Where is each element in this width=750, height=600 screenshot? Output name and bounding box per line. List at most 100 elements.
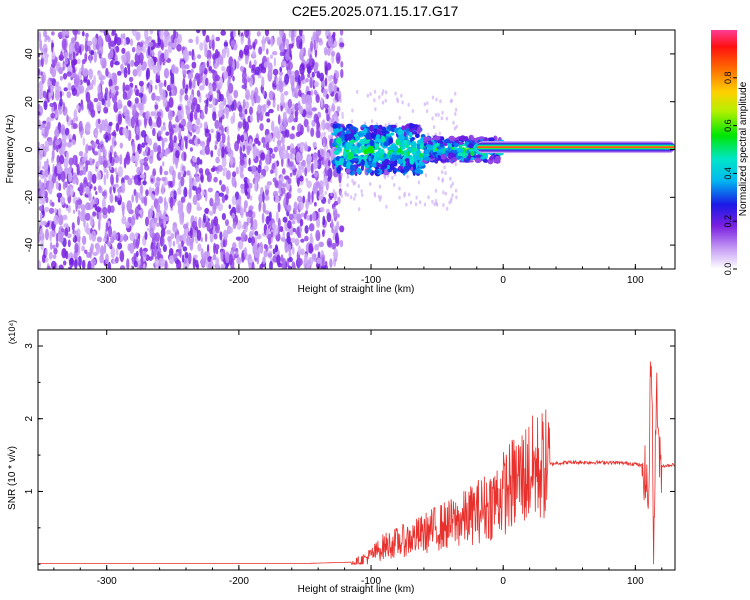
spectrogram-cell — [181, 165, 186, 172]
spectrogram-cell — [467, 143, 474, 148]
x-tick-label: -200 — [229, 576, 249, 587]
spectrogram-cell — [38, 111, 41, 116]
spectrogram-cell — [231, 195, 237, 206]
spectrogram-cell — [58, 214, 64, 226]
spectrogram-cell — [427, 132, 430, 137]
spectrogram-cell — [354, 193, 357, 197]
spectrogram-cell — [415, 155, 421, 161]
spectrogram-cell — [156, 210, 160, 221]
spectrogram-cell — [48, 251, 53, 260]
spectrogram-cell — [187, 72, 194, 80]
spectrogram-cell — [313, 160, 317, 170]
spectrogram-cell — [80, 103, 84, 111]
spectrogram-cell — [183, 151, 187, 162]
spectrogram-cell — [184, 64, 190, 70]
spectrogram-cell — [147, 36, 150, 42]
spectrogram-cell — [282, 230, 285, 240]
spectrogram-cell — [102, 237, 107, 242]
spectrogram-cell — [85, 160, 90, 166]
spectrogram-cell — [384, 98, 387, 103]
spectrogram-cell — [188, 38, 194, 44]
spectrogram-cell — [235, 60, 240, 70]
spectrogram-cell — [45, 196, 49, 204]
spectrogram-cell — [169, 112, 174, 118]
colorbar: 0.0 0.2 0.4 0.6 0.8 Normalized spectral ampl… — [711, 30, 749, 275]
spectrogram-cell — [72, 117, 76, 125]
spectrogram-cell — [138, 46, 144, 52]
spectrogram-cell — [85, 144, 89, 154]
spectrogram-cell — [279, 42, 285, 53]
spectrogram-cell — [391, 175, 394, 180]
spectrogram-cell — [264, 153, 270, 165]
spectrogram-cell — [97, 118, 101, 125]
y-tick-label: -20 — [24, 190, 35, 205]
spectrogram-cell — [291, 219, 296, 225]
spectrogram-cell — [276, 130, 281, 141]
spectrogram-cell — [203, 213, 206, 224]
spectrogram-cell — [304, 167, 308, 177]
spectrogram-cell — [161, 146, 165, 158]
spectrogram-cell — [159, 30, 164, 40]
spectrogram-cell — [83, 176, 88, 188]
spectrogram-cell — [210, 150, 214, 158]
spectrogram-cell — [350, 119, 354, 124]
spectrogram-cell — [424, 173, 428, 178]
spectrogram-cell — [336, 166, 342, 174]
spectrogram-cell — [205, 129, 210, 134]
spectrogram-cell — [391, 154, 397, 162]
spectrogram-cell — [193, 138, 198, 145]
spectrogram-cell — [219, 93, 224, 102]
spectrogram-cell — [104, 108, 108, 114]
spectrogram-cell — [220, 56, 224, 66]
spectrogram-cell — [71, 222, 75, 231]
spectrogram-cell — [96, 171, 102, 181]
spectrogram-cell — [62, 73, 68, 80]
spectrogram-cell — [74, 31, 77, 41]
spectrogram-cell — [184, 94, 189, 101]
spectrogram-cell — [332, 97, 336, 102]
spectrogram-cell — [183, 186, 188, 198]
spectrogram-cell — [276, 139, 282, 146]
spectrogram-cell — [401, 125, 406, 131]
spectrogram-cell — [338, 91, 341, 96]
spectrogram-cell — [166, 229, 172, 235]
spectrogram-cell — [243, 77, 248, 86]
spectrogram-cell — [330, 218, 334, 231]
spectrogram-cell — [345, 142, 352, 150]
spectrogram-cell — [309, 214, 313, 222]
spectrogram-cell — [433, 135, 441, 141]
spectrogram-cell — [347, 151, 354, 159]
spectrogram-cell — [215, 156, 220, 164]
spectrogram-cell — [264, 30, 270, 37]
spectrogram-cell — [362, 155, 368, 160]
spectrogram-cell — [423, 156, 431, 161]
spectrogram-cell — [457, 152, 464, 157]
spectrogram-cell — [92, 211, 97, 217]
spectrogram-cell — [64, 58, 69, 65]
spectrogram-cell — [264, 210, 270, 215]
spectrogram-cell — [203, 121, 208, 129]
spectrogram-cell — [59, 75, 64, 81]
spectrogram-cell — [355, 136, 361, 141]
spectrogram-cell — [232, 111, 236, 124]
spectrogram-cell — [110, 236, 115, 244]
spectrogram-cell — [323, 46, 328, 56]
spectrogram-cell — [43, 147, 50, 152]
spectrogram-cell — [311, 71, 315, 78]
spectrogram-cell — [189, 241, 194, 251]
spectrogram-cell — [193, 231, 198, 238]
spectrogram-cell — [295, 35, 301, 45]
spectrogram-cell — [356, 89, 359, 94]
spectrogram-y-ticks: -40 -20 0 20 40 — [24, 29, 675, 270]
spectrogram-cell — [98, 71, 102, 78]
spectrogram-cell — [432, 125, 436, 130]
spectrogram-cell — [378, 95, 381, 100]
spectrogram-cell — [385, 133, 392, 137]
spectrogram-cell — [284, 73, 290, 85]
spectrogram-cell — [321, 132, 324, 137]
spectrogram-cell — [81, 259, 86, 269]
spectrogram-cell — [246, 145, 251, 156]
spectrogram-cell — [182, 246, 188, 252]
spectrogram-cell — [488, 137, 495, 142]
spectrogram-cell — [304, 235, 309, 242]
